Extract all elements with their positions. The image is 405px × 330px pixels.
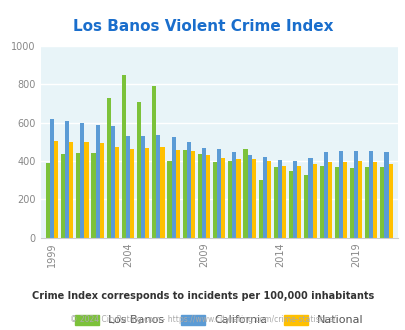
- Bar: [349, 168, 353, 238]
- Bar: [76, 153, 80, 238]
- Legend: Los Banos, California, National: Los Banos, California, National: [70, 310, 367, 330]
- Bar: [236, 159, 240, 238]
- Bar: [69, 142, 73, 238]
- Bar: [292, 161, 296, 238]
- Bar: [61, 154, 65, 238]
- Bar: [388, 164, 392, 238]
- Bar: [304, 176, 308, 238]
- Bar: [107, 98, 111, 238]
- Bar: [308, 158, 312, 238]
- Bar: [175, 149, 179, 238]
- Bar: [353, 151, 357, 238]
- Bar: [190, 150, 194, 238]
- Bar: [288, 171, 292, 238]
- Bar: [65, 121, 69, 238]
- Bar: [217, 148, 221, 238]
- Bar: [95, 125, 99, 238]
- Bar: [319, 166, 323, 238]
- Bar: [197, 154, 201, 238]
- Bar: [281, 166, 286, 238]
- Bar: [296, 166, 301, 238]
- Bar: [368, 151, 373, 238]
- Bar: [273, 167, 277, 238]
- Bar: [266, 161, 271, 238]
- Bar: [126, 136, 130, 238]
- Bar: [156, 135, 160, 238]
- Text: Los Banos Violent Crime Index: Los Banos Violent Crime Index: [72, 19, 333, 34]
- Bar: [379, 167, 384, 238]
- Bar: [247, 155, 251, 238]
- Bar: [312, 164, 316, 238]
- Bar: [357, 161, 361, 238]
- Bar: [171, 137, 175, 238]
- Bar: [258, 180, 262, 238]
- Bar: [342, 162, 346, 238]
- Bar: [122, 75, 126, 238]
- Bar: [167, 161, 171, 238]
- Bar: [277, 160, 281, 238]
- Text: Crime Index corresponds to incidents per 100,000 inhabitants: Crime Index corresponds to incidents per…: [32, 291, 373, 301]
- Bar: [152, 86, 156, 238]
- Bar: [338, 151, 342, 238]
- Bar: [46, 163, 50, 238]
- Bar: [141, 136, 145, 238]
- Bar: [213, 162, 217, 238]
- Text: © 2024 CityRating.com - https://www.cityrating.com/crime-statistics/: © 2024 CityRating.com - https://www.city…: [70, 315, 335, 324]
- Bar: [228, 161, 232, 238]
- Bar: [99, 143, 104, 238]
- Bar: [80, 123, 84, 238]
- Bar: [232, 152, 236, 238]
- Bar: [137, 102, 141, 238]
- Bar: [384, 152, 388, 238]
- Bar: [186, 142, 190, 238]
- Bar: [221, 158, 225, 238]
- Bar: [111, 126, 115, 238]
- Bar: [130, 148, 134, 238]
- Bar: [201, 148, 206, 238]
- Bar: [115, 147, 119, 238]
- Bar: [206, 155, 210, 238]
- Bar: [334, 167, 338, 238]
- Bar: [373, 162, 377, 238]
- Bar: [323, 152, 327, 238]
- Bar: [91, 153, 95, 238]
- Bar: [54, 141, 58, 238]
- Bar: [145, 148, 149, 238]
- Bar: [327, 162, 331, 238]
- Bar: [182, 149, 186, 238]
- Bar: [243, 148, 247, 238]
- Bar: [160, 147, 164, 238]
- Bar: [84, 142, 88, 238]
- Bar: [50, 119, 54, 238]
- Bar: [251, 159, 255, 238]
- Bar: [262, 157, 266, 238]
- Bar: [364, 167, 368, 238]
